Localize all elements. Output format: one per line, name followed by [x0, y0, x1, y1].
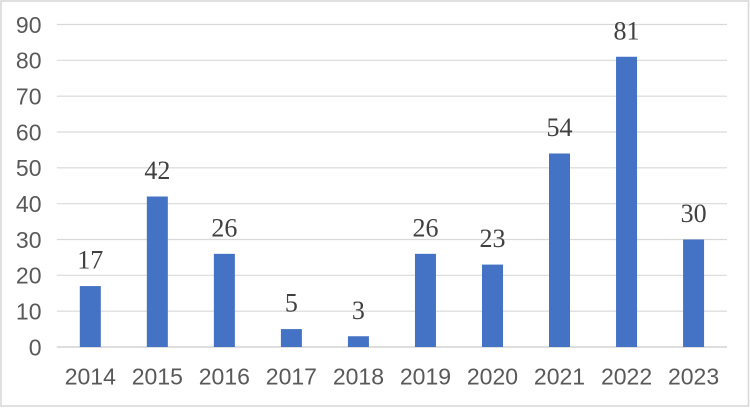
svg-text:3: 3: [352, 296, 365, 325]
svg-text:2017: 2017: [266, 364, 317, 390]
svg-text:54: 54: [547, 113, 573, 142]
svg-text:50: 50: [16, 155, 42, 181]
svg-text:80: 80: [16, 48, 42, 74]
svg-text:23: 23: [479, 224, 505, 253]
svg-text:2019: 2019: [400, 364, 451, 390]
svg-text:2022: 2022: [601, 364, 652, 390]
svg-text:2016: 2016: [199, 364, 250, 390]
svg-text:26: 26: [412, 213, 438, 242]
svg-text:26: 26: [211, 213, 237, 242]
svg-text:2018: 2018: [333, 364, 384, 390]
svg-text:70: 70: [16, 83, 42, 109]
svg-text:2023: 2023: [668, 364, 719, 390]
svg-text:5: 5: [285, 289, 298, 318]
svg-text:10: 10: [16, 298, 42, 324]
svg-text:60: 60: [16, 119, 42, 145]
svg-text:30: 30: [16, 227, 42, 253]
svg-text:17: 17: [77, 246, 103, 275]
svg-text:2015: 2015: [132, 364, 183, 390]
svg-text:90: 90: [16, 12, 42, 38]
svg-text:42: 42: [144, 156, 170, 185]
svg-text:2020: 2020: [467, 364, 518, 390]
svg-text:81: 81: [614, 16, 640, 45]
svg-text:2014: 2014: [65, 364, 116, 390]
svg-text:30: 30: [681, 199, 707, 228]
svg-text:0: 0: [29, 334, 42, 360]
svg-text:40: 40: [16, 191, 42, 217]
svg-text:2021: 2021: [534, 364, 585, 390]
svg-text:20: 20: [16, 263, 42, 289]
